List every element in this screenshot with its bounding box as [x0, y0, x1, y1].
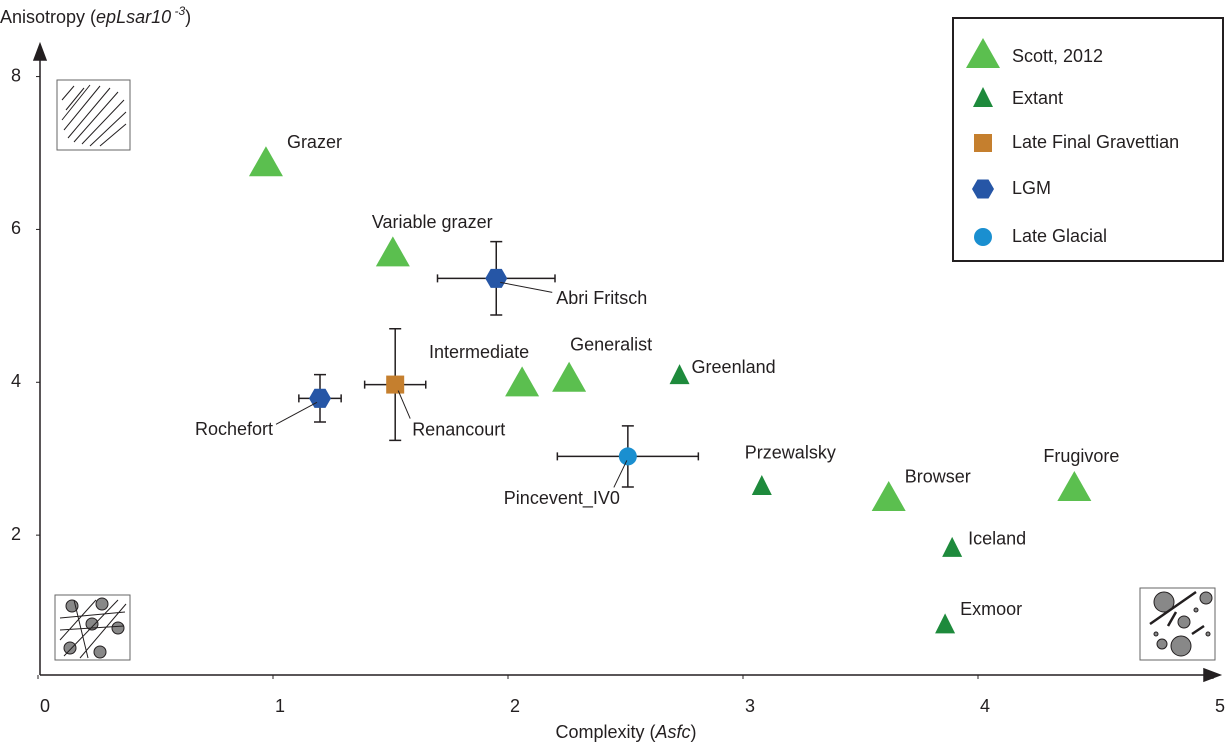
point: [485, 268, 508, 288]
point: [669, 364, 690, 385]
legend-label: Extant: [1012, 88, 1063, 108]
y-axis-title: Anisotropy (epLsar10 -3): [0, 4, 191, 27]
point: [248, 146, 283, 177]
point-label: Variable grazer: [372, 212, 493, 232]
point-label: Rochefort: [195, 419, 273, 439]
x-tick-label: 3: [745, 696, 755, 716]
point: [942, 536, 963, 557]
legend-marker: [974, 228, 992, 246]
texture-icon: [1139, 587, 1216, 661]
legend-marker: [973, 87, 993, 107]
x-tick-label: 5: [1215, 696, 1225, 716]
point-label: Generalist: [570, 335, 652, 355]
point: [309, 388, 331, 408]
point: [552, 361, 587, 392]
point-label: Abri Fritsch: [556, 288, 647, 308]
point-label: Renancourt: [412, 419, 505, 439]
leader-line: [397, 390, 411, 419]
x-tick-label: 0: [40, 696, 50, 716]
point-label: Pincevent_IV0: [504, 488, 620, 509]
y-tick-label: 8: [11, 65, 21, 85]
point-label: Exmoor: [960, 599, 1022, 619]
point: [871, 480, 906, 511]
x-tick-label: 1: [275, 696, 285, 716]
legend-label: Late Glacial: [1012, 226, 1107, 246]
point-label: Intermediate: [429, 342, 529, 362]
point-label: Grazer: [287, 132, 342, 152]
point: [386, 375, 405, 394]
y-tick-label: 4: [11, 371, 21, 391]
point-label: Iceland: [968, 529, 1026, 549]
y-tick-label: 2: [11, 524, 21, 544]
texture-icon: [54, 594, 131, 661]
point-label: Greenland: [692, 357, 776, 377]
leader-line: [613, 460, 628, 488]
legend-marker: [966, 38, 1000, 68]
legend-label: Late Final Gravettian: [1012, 132, 1179, 152]
point: [375, 236, 410, 267]
point: [618, 447, 637, 466]
legend-label: Scott, 2012: [1012, 46, 1103, 66]
x-tick-label: 4: [980, 696, 990, 716]
point-label: Frugivore: [1043, 446, 1119, 466]
y-arrow: [32, 41, 48, 61]
leader-line: [500, 281, 553, 293]
legend-label: LGM: [1012, 178, 1051, 198]
point: [1057, 471, 1092, 502]
point: [751, 474, 772, 495]
point: [935, 613, 956, 634]
legend-marker: [972, 179, 994, 199]
x-arrow: [1203, 667, 1223, 683]
texture-icon: [56, 79, 131, 151]
y-tick-label: 6: [11, 218, 21, 238]
point: [505, 366, 540, 397]
point-label: Przewalsky: [745, 443, 836, 463]
legend-box: [952, 17, 1224, 262]
point-label: Browser: [905, 467, 971, 487]
x-tick-label: 2: [510, 696, 520, 716]
x-axis-title: Complexity (Asfc): [555, 722, 696, 742]
leader-line: [275, 401, 318, 425]
legend-marker: [974, 134, 992, 152]
axes: [32, 41, 1223, 683]
